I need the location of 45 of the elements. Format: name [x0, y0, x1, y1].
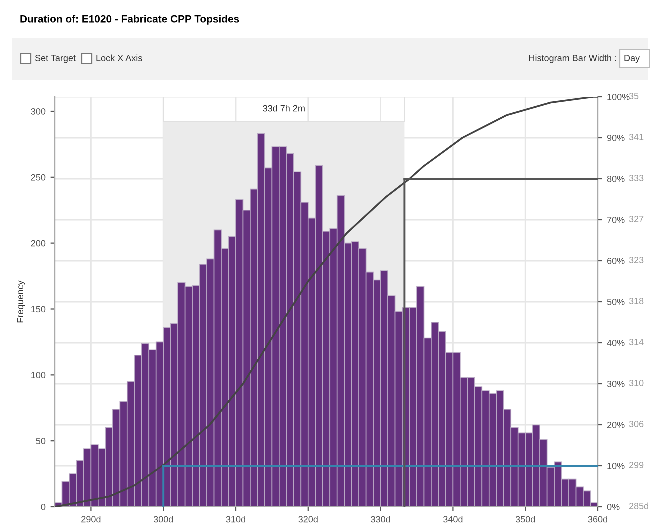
chart-title: Duration of: E1020 - Fabricate CPP Topsides [20, 15, 240, 25]
text: 306 [629, 421, 644, 428]
text: Lock X Axis [96, 54, 142, 62]
x-tick-label: 300d [154, 516, 174, 523]
text: Day [624, 55, 640, 64]
y2-tick-label: 10% [608, 462, 625, 470]
text: 285d [629, 502, 648, 510]
y2-tick-label: 90% [607, 134, 625, 142]
y2-tick-label: 60% [607, 258, 625, 264]
band-label: 33d 7h 2m [263, 105, 305, 112]
x-tick-label: 360d [588, 516, 608, 523]
text: Set Target [35, 55, 76, 64]
text: 35 [629, 93, 639, 100]
text: 299 [629, 462, 644, 468]
y-tick-label: 300 [31, 108, 46, 115]
text: 323 [629, 257, 644, 264]
text: 314 [629, 339, 644, 346]
y2-tick-label: 70% [607, 216, 625, 224]
y-tick-label: 250 [31, 174, 46, 181]
y-tick-label: 100 [32, 372, 46, 379]
x-tick-label: 310d [226, 516, 246, 523]
y-tick-label: 200 [31, 240, 46, 247]
x-tick-label: 290d [82, 516, 101, 523]
x-tick-label: 320d [298, 516, 318, 523]
y-tick-label: 150 [32, 306, 46, 313]
y-axis-title: Frequency [17, 280, 26, 323]
x-tick-label: 340d [444, 516, 463, 523]
text: 318 [629, 298, 644, 304]
text: 333 [629, 175, 644, 182]
text: 310 [629, 380, 644, 386]
y2-tick-label: 40% [607, 340, 625, 346]
x-tick-label: 330d [371, 516, 390, 523]
y2-tick-label: 30% [607, 380, 625, 388]
text: 327 [629, 216, 644, 222]
x-tick-label: 350d [516, 516, 536, 523]
y2-tick-label: 100% [608, 94, 630, 100]
y2-tick-label: 0% [607, 504, 620, 510]
line-series [55, 97, 598, 507]
y2-tick-label: 50% [607, 298, 625, 306]
y2-tick-label: 20% [607, 422, 625, 428]
text: 341 [629, 134, 644, 140]
y-tick-label: 0 [41, 504, 46, 510]
y2-tick-label: 80% [607, 176, 625, 182]
y-tick-label: 50 [36, 438, 46, 444]
text: Histogram Bar Width : [529, 54, 616, 64]
